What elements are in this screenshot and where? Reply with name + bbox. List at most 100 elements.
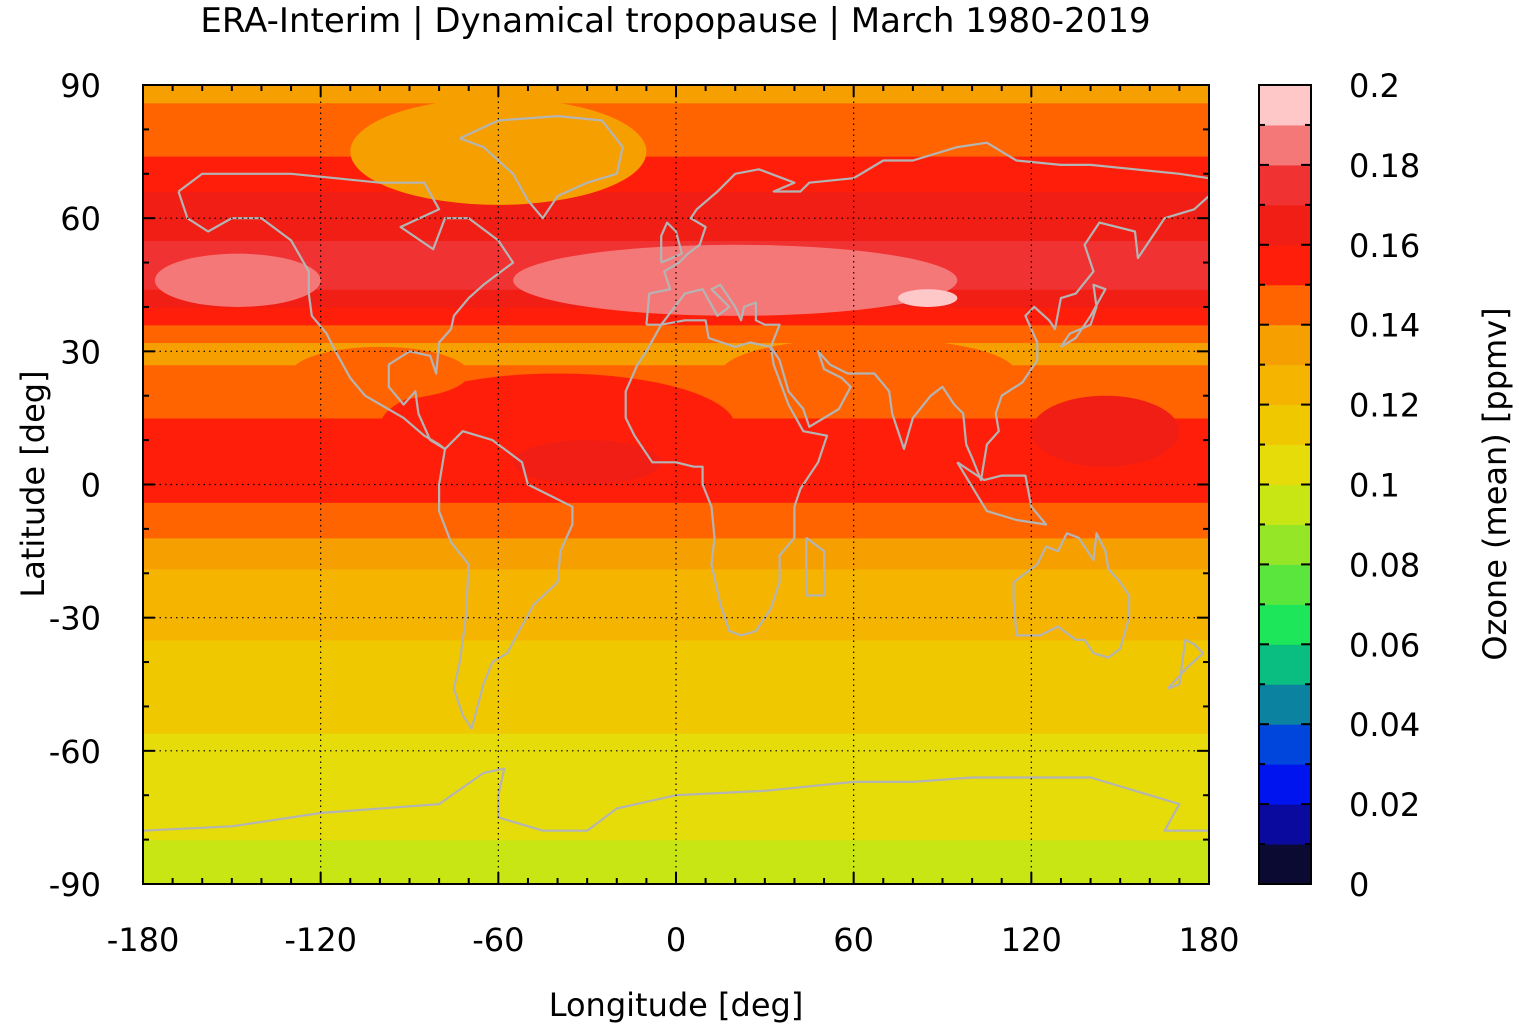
y-tick-label: 60: [60, 200, 101, 238]
heatmap-cell: [143, 111, 1209, 117]
y-tick-label: -30: [49, 600, 101, 638]
x-tick-labels: -180 -120 -60 0 60 120 180: [107, 921, 1240, 959]
colorbar-tick-label: 0.02: [1349, 786, 1420, 824]
heatmap-cell: [143, 524, 1209, 530]
colorbar-ticks: [1259, 84, 1311, 885]
heatmap-cell: [143, 568, 1209, 574]
heatmap-cell: [143, 679, 1209, 685]
heatmap-cell: [143, 511, 1209, 517]
colorbar-segment: [1259, 804, 1311, 845]
y-tick-label: -90: [49, 866, 101, 904]
heatmap-cell: [143, 559, 1209, 565]
heatmap-cell: [143, 195, 1209, 202]
grid-lines: [143, 85, 1209, 884]
heatmap-cell: [143, 338, 1209, 344]
x-axis-label: Longitude [deg]: [549, 986, 804, 1024]
heatmap-cell: [143, 795, 1209, 801]
heatmap-cell: [898, 289, 958, 307]
colorbar-segment: [1259, 844, 1311, 885]
heatmap-cell: [143, 764, 1209, 770]
y-axis-label: Latitude [deg]: [14, 370, 52, 597]
heatmap-cell: [143, 480, 1209, 486]
colorbar-segment: [1259, 244, 1311, 286]
heatmap-cell: [143, 821, 1209, 827]
heatmap-cell: [143, 635, 1209, 641]
y-tick-label: 90: [60, 67, 101, 105]
heatmap-cell: [143, 648, 1209, 654]
x-tick-label: -60: [472, 921, 524, 959]
colorbar-tick-label: 0: [1349, 866, 1369, 904]
heatmap-cell: [143, 235, 1209, 241]
heatmap-cell: [143, 147, 1209, 153]
heatmap-cell: [143, 857, 1209, 863]
heatmap-cell: [143, 515, 1209, 521]
heatmap-cell: [143, 866, 1209, 872]
heatmap-cell: [143, 790, 1209, 796]
heatmap-cell: [143, 315, 1209, 321]
heatmap-cell: [143, 670, 1209, 676]
heatmap-cell: [513, 244, 958, 316]
heatmap-cell: [143, 613, 1209, 619]
heatmap-cell: [143, 719, 1209, 725]
x-tick-label: 0: [666, 921, 686, 959]
coastline: [1166, 638, 1205, 690]
x-tick-label: -180: [107, 921, 180, 959]
heatmap-cell: [143, 706, 1209, 712]
heatmap-cell: [143, 497, 1209, 503]
heatmap-cell: [143, 329, 1209, 335]
heatmap-cell: [143, 662, 1209, 668]
heatmap-cell: [291, 346, 469, 401]
colorbar: [1259, 85, 1311, 885]
heatmap-cell: [143, 608, 1209, 614]
coastline: [956, 461, 1048, 526]
heatmap-cell: [143, 124, 1209, 130]
x-tick-label: 180: [1178, 921, 1239, 959]
colorbar-segment: [1259, 644, 1311, 685]
heatmap-cell: [143, 684, 1209, 690]
heatmap-cell: [143, 746, 1209, 752]
y-tick-label: 30: [60, 333, 101, 371]
colorbar-tick-label: 0.16: [1349, 227, 1420, 265]
colorbar-segment: [1259, 444, 1311, 485]
coastline: [438, 430, 574, 730]
heatmap-cell: [143, 617, 1209, 623]
coastlines: [143, 114, 1209, 832]
heatmap-cell: [143, 102, 1209, 108]
colorbar-segment: [1259, 564, 1311, 605]
heatmap-cell: [143, 227, 1209, 233]
colorbar-segment: [1259, 724, 1311, 765]
chart-title: ERA-Interim | Dynamical tropopause | Mar…: [200, 1, 1151, 41]
heatmap-cell: [143, 755, 1209, 761]
heatmap-cell: [143, 741, 1209, 747]
heatmap-cell: [143, 817, 1209, 823]
coastline: [143, 767, 1209, 832]
heatmap-cell: [143, 520, 1209, 526]
coastline: [646, 195, 1209, 482]
colorbar-label: Ozone (mean) [ppmv]: [1476, 307, 1514, 660]
heatmap-cell: [143, 502, 1209, 508]
heatmap-cell: [143, 728, 1209, 734]
colorbar-segment: [1259, 604, 1311, 645]
colorbar-segment: [1259, 124, 1311, 166]
heatmap-cell: [143, 151, 1209, 157]
heatmap-cell: [143, 382, 1209, 388]
x-tick-label: 60: [833, 921, 874, 959]
heatmap-cell: [143, 240, 1209, 246]
colorbar-tick-labels: 0 0.02 0.04 0.06 0.08 0.1 0.12 0.14 0.16 0.18 0.2: [1349, 67, 1420, 904]
heatmap-cell: [143, 724, 1209, 730]
colorbar-tick-label: 0.14: [1349, 307, 1420, 345]
colorbar-tick-label: 0.04: [1349, 706, 1420, 744]
coastline: [805, 536, 826, 597]
coastline: [459, 114, 624, 220]
heatmap-cell: [143, 542, 1209, 548]
colorbar-tick-label: 0.2: [1349, 67, 1400, 105]
heatmap-cell: [143, 493, 1209, 499]
colorbar-segment: [1259, 484, 1311, 525]
heatmap-cell: [143, 98, 1209, 104]
heatmap-cell: [143, 133, 1209, 139]
heatmap-cell: [143, 591, 1209, 597]
heatmap-cell: [143, 657, 1209, 663]
heatmap-cell: [143, 129, 1209, 135]
colorbar-segment: [1259, 364, 1311, 406]
heatmap-cell: [143, 675, 1209, 681]
